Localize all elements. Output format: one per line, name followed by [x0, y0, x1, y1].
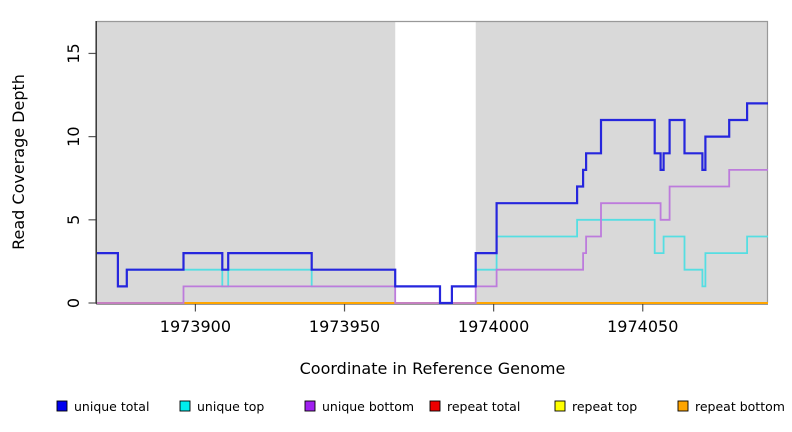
- plot-box-border: [97, 20, 769, 303]
- x-axis-tick-label: 1973900: [160, 317, 231, 336]
- legend-item-repeat-total: repeat total: [429, 399, 520, 414]
- legend-item-unique-bottom: unique bottom: [304, 399, 414, 414]
- legend-swatch-repeat-bottom: [677, 400, 689, 412]
- legend-swatch-repeat-top: [554, 400, 566, 412]
- x-axis-tick-label: 1974050: [607, 317, 678, 336]
- legend-label: unique top: [197, 399, 264, 414]
- legend-item-unique-top: unique top: [179, 399, 264, 414]
- series-unique-total-line: [97, 102, 768, 305]
- series-unique-top-line: [97, 218, 768, 304]
- legend-swatch-repeat-total: [429, 400, 441, 412]
- legend-item-repeat-bottom: repeat bottom: [677, 399, 785, 414]
- y-axis-tick-label: 10: [64, 126, 83, 146]
- legend-swatch-unique-bottom: [304, 400, 316, 412]
- y-axis-tick-label: 5: [64, 215, 83, 225]
- legend-swatch-unique-total: [56, 400, 68, 412]
- legend-item-unique-total: unique total: [56, 399, 149, 414]
- x-axis-title: Coordinate in Reference Genome: [300, 359, 566, 378]
- legend-label: unique bottom: [322, 399, 414, 414]
- legend-item-repeat-top: repeat top: [554, 399, 637, 414]
- legend-label: repeat bottom: [695, 399, 785, 414]
- legend-label: repeat total: [447, 399, 520, 414]
- y-axis-tick-label: 0: [64, 298, 83, 308]
- legend-label: unique total: [74, 399, 149, 414]
- y-axis-tick-label: 15: [64, 43, 83, 63]
- coverage-gap-region: [395, 21, 476, 303]
- series-unique-bottom-line: [97, 169, 768, 304]
- legend-swatch-unique-top: [179, 400, 191, 412]
- y-axis-title: Read Coverage Depth: [9, 74, 28, 250]
- legend-label: repeat top: [572, 399, 637, 414]
- x-axis-tick-label: 1973950: [309, 317, 380, 336]
- x-axis-tick-label: 1974000: [458, 317, 529, 336]
